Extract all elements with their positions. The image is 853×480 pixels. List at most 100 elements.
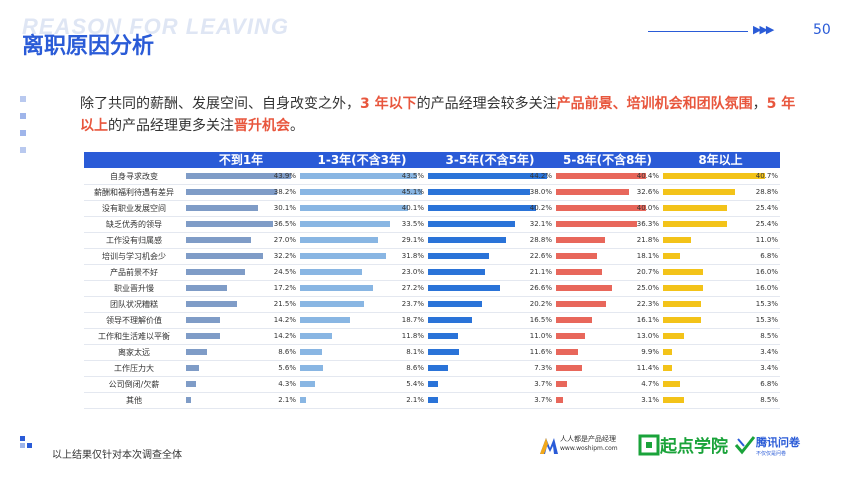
bar-mark: [428, 269, 485, 275]
value-label: 24.5%: [273, 268, 296, 276]
bar-mark: [556, 269, 603, 275]
value-label: 14.2%: [273, 332, 296, 340]
bar-mark: [428, 205, 537, 211]
summary-part: 。: [290, 118, 304, 134]
bar-mark: [300, 205, 409, 211]
summary-text: 除了共同的薪酬、发展空间、自身改变之外，3 年以下的产品经理会较多关注产品前景、…: [80, 93, 800, 137]
bar-mark: [556, 317, 593, 323]
bar-mark: [556, 205, 646, 211]
table-row: 离家太远 8.6% 8.1% 11.6% 9.9% 3.4%: [84, 345, 780, 361]
bar-mark: [556, 189, 629, 195]
value-label: 3.7%: [534, 380, 552, 388]
bar-mark: [428, 397, 438, 403]
bar-mark: [556, 301, 606, 307]
bar-mark: [300, 301, 364, 307]
bar-mark: [556, 397, 563, 403]
value-label: 8.6%: [406, 364, 424, 372]
bar-mark: [663, 173, 765, 179]
value-label: 16.5%: [529, 316, 552, 324]
bar-mark: [556, 285, 612, 291]
row-label: 离家太远: [118, 348, 150, 357]
value-label: 4.7%: [641, 380, 659, 388]
value-label: 25.0%: [636, 284, 659, 292]
column-header: 不到1年: [218, 153, 264, 167]
woshipm-logo-icon: [540, 438, 558, 454]
footer-squares-icon: [20, 436, 33, 449]
bar-mark: [186, 317, 220, 323]
row-label: 产品前景不好: [110, 268, 158, 277]
bar-mark: [186, 365, 200, 371]
bar-mark: [428, 333, 458, 339]
value-label: 11.0%: [755, 236, 778, 244]
value-label: 6.8%: [760, 252, 778, 260]
column-header: 3-5年(不含5年): [445, 153, 535, 167]
bar-mark: [663, 253, 680, 259]
value-label: 25.4%: [755, 204, 778, 212]
value-label: 15.3%: [755, 316, 778, 324]
bar-mark: [428, 285, 500, 291]
bar-mark: [300, 253, 386, 259]
bar-mark: [428, 365, 448, 371]
value-label: 43.5%: [401, 172, 424, 180]
bar-mark: [663, 317, 702, 323]
value-label: 11.8%: [401, 332, 424, 340]
value-label: 3.4%: [760, 348, 778, 356]
bar-mark: [428, 381, 438, 387]
bar-mark: [556, 381, 567, 387]
value-label: 3.1%: [641, 396, 659, 404]
footer-note: 以上结果仅针对本次调查全体: [52, 450, 182, 461]
bar-mark: [663, 269, 703, 275]
bar-mark: [300, 269, 362, 275]
bar-mark: [186, 221, 274, 227]
value-label: 36.3%: [636, 220, 659, 228]
value-label: 2.1%: [406, 396, 424, 404]
row-label: 工作和生活难以平衡: [98, 332, 170, 341]
bar-mark: [186, 189, 278, 195]
value-label: 22.6%: [529, 252, 552, 260]
column-header: 8年以上: [698, 153, 743, 167]
bar-mark: [556, 221, 638, 227]
tencent-survey-logo-icon: [734, 436, 756, 455]
bar-mark: [300, 317, 351, 323]
row-label: 其他: [126, 396, 142, 405]
table-row: 其他 2.1% 2.1% 3.7% 3.1% 8.5%: [84, 393, 780, 409]
row-label: 自身寻求改变: [110, 172, 158, 181]
value-label: 33.5%: [401, 220, 424, 228]
column-header: 5-8年(不含8年): [563, 153, 652, 167]
value-label: 21.5%: [273, 300, 296, 308]
value-label: 3.7%: [534, 396, 552, 404]
table-row: 薪酬和福利待遇有差异 38.2% 45.1% 38.0% 32.6% 28.8%: [84, 185, 780, 201]
bar-mark: [663, 221, 727, 227]
value-label: 32.2%: [273, 252, 296, 260]
value-label: 27.2%: [401, 284, 424, 292]
value-label: 38.0%: [529, 188, 552, 196]
row-label: 工作压力大: [114, 364, 154, 373]
bar-mark: [556, 349, 579, 355]
watermark-text: REASON FOR LEAVING: [22, 14, 289, 39]
summary-highlight: 产品前景、培训机会和团队氛围: [556, 96, 753, 112]
value-label: 8.5%: [760, 332, 778, 340]
table-row: 工作没有归属感 27.0% 29.1% 28.8% 21.8% 11.0%: [84, 233, 780, 249]
value-label: 43.9%: [273, 172, 296, 180]
value-label: 36.5%: [273, 220, 296, 228]
value-label: 13.0%: [636, 332, 659, 340]
table-row: 缺乏优秀的领导 36.5% 33.5% 32.1% 36.3% 25.4%: [84, 217, 780, 233]
bar-mark: [428, 173, 548, 179]
bar-mark: [300, 349, 322, 355]
value-label: 31.8%: [401, 252, 424, 260]
bar-mark: [300, 237, 379, 243]
column-header: 1-3年(不含3年): [317, 153, 407, 167]
bar-mark: [663, 285, 703, 291]
value-label: 17.2%: [273, 284, 296, 292]
bar-mark: [186, 205, 258, 211]
bar-mark: [186, 237, 251, 243]
value-label: 40.4%: [636, 172, 659, 180]
value-label: 16.1%: [636, 316, 659, 324]
row-label: 公司倒闭/欠薪: [108, 380, 160, 389]
value-label: 16.0%: [755, 284, 778, 292]
bar-mark: [186, 397, 192, 403]
table-row: 工作和生活难以平衡 14.2% 11.8% 11.0% 13.0% 8.5%: [84, 329, 780, 345]
bar-mark: [663, 365, 672, 371]
value-label: 9.9%: [641, 348, 659, 356]
value-label: 2.1%: [278, 396, 296, 404]
